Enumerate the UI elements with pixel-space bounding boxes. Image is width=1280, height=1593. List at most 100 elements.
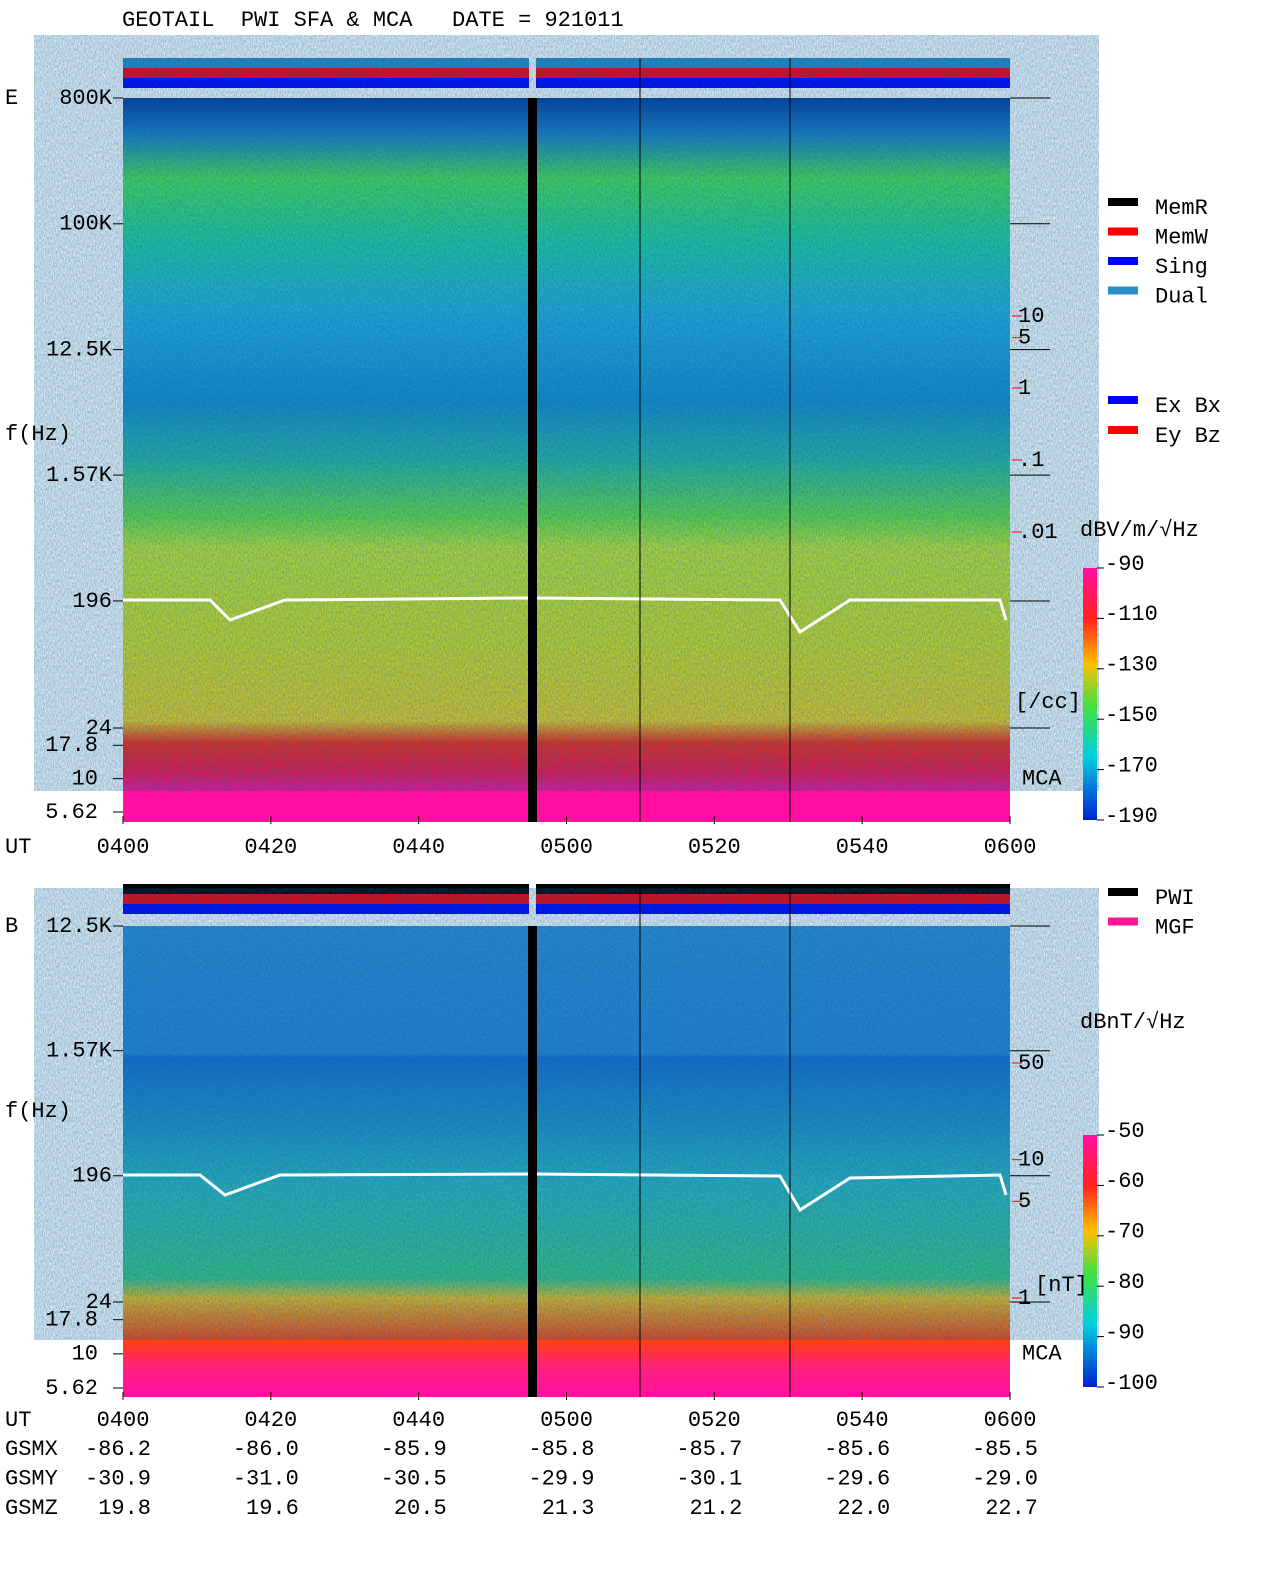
- colorbar: [1083, 1135, 1097, 1387]
- legend-label: Ey Bz: [1155, 424, 1221, 449]
- colorbar-label: dBnT/√Hz: [1080, 1010, 1186, 1035]
- status-gap: [529, 884, 536, 914]
- y-tick-label: 24: [86, 716, 112, 741]
- panel-label: B: [5, 914, 18, 939]
- colorbar-tick-label: -90: [1105, 552, 1145, 577]
- legend-label: MemW: [1155, 225, 1209, 250]
- orbit-value: -31.0: [233, 1466, 299, 1491]
- colorbar-tick-label: -190: [1105, 804, 1158, 829]
- data-gap: [528, 98, 537, 822]
- status-bar: [123, 904, 1010, 914]
- status-bar: [123, 68, 1010, 78]
- x-tick-label: 0440: [392, 835, 445, 860]
- legend-swatch: [1108, 198, 1138, 206]
- x-tick-label: 0500: [540, 835, 593, 860]
- density-tick-label: 1: [1018, 376, 1031, 401]
- density-tick-label: .01: [1018, 520, 1058, 545]
- orbit-value: -85.7: [676, 1437, 742, 1462]
- y-tick-label: 10: [72, 766, 98, 791]
- legend-swatch: [1108, 917, 1138, 926]
- density-tick-label: 10: [1018, 304, 1044, 329]
- x-tick-label: 0540: [836, 1408, 889, 1433]
- y-tick-label: 1.57K: [46, 1039, 113, 1064]
- x-tick-label: 0520: [688, 835, 741, 860]
- density-tick-label: 10: [1018, 1147, 1044, 1172]
- cyclotron-line: [123, 596, 1008, 635]
- y-tick-label: 100K: [59, 212, 113, 237]
- colorbar-tick-label: -70: [1105, 1220, 1145, 1245]
- y-tick-label: 196: [72, 589, 112, 614]
- y-axis-label: f(Hz): [5, 1099, 71, 1124]
- orbit-value: -85.8: [528, 1437, 594, 1462]
- legend-swatch: [1108, 286, 1138, 295]
- x-tick-label: 0520: [688, 1408, 741, 1433]
- colorbar-tick-label: -100: [1105, 1371, 1158, 1396]
- legend-label: PWI: [1155, 886, 1195, 911]
- x-axis-label: UT: [5, 835, 31, 860]
- y-tick-label: 10: [72, 1342, 98, 1367]
- orbit-value: -85.6: [824, 1437, 890, 1462]
- legend-label: Ex Bx: [1155, 394, 1221, 419]
- orbit-value: -85.5: [972, 1437, 1038, 1462]
- y-tick-label: 1.57K: [46, 463, 113, 488]
- panel-label: E: [5, 86, 18, 111]
- spectrogram-texture: [123, 98, 1010, 728]
- status-gap: [529, 58, 536, 88]
- colorbar-tick-label: -170: [1105, 753, 1158, 778]
- colorbar-tick-label: -150: [1105, 703, 1158, 728]
- colorbar-label: dBV/m/√Hz: [1080, 518, 1199, 543]
- orbit-value: -85.9: [381, 1437, 447, 1462]
- x-axis-label: UT: [5, 1408, 31, 1433]
- orbit-value: 21.3: [542, 1496, 595, 1521]
- x-tick-label: 0400: [97, 835, 150, 860]
- colorbar-tick-label: -130: [1105, 653, 1158, 678]
- y-tick-label: 17.8: [45, 1308, 98, 1333]
- legend-swatch: [1108, 227, 1138, 236]
- colorbar: [1083, 568, 1097, 820]
- orbit-value: -30.9: [85, 1466, 151, 1491]
- y-tick-label: 196: [72, 1164, 112, 1189]
- y-tick-label: 12.5K: [46, 914, 113, 939]
- title: GEOTAIL PWI SFA & MCA DATE = 921011: [122, 8, 624, 33]
- density-tick-label: 5: [1018, 1189, 1031, 1214]
- status-bar: [123, 894, 1010, 904]
- legend-swatch: [1108, 396, 1138, 404]
- y-tick-label: 17.8: [45, 733, 98, 758]
- mca-label: MCA: [1022, 1342, 1062, 1367]
- legend-swatch: [1108, 257, 1138, 265]
- y-tick-label: 12.5K: [46, 337, 113, 362]
- density-tick-label: 1: [1018, 1286, 1031, 1311]
- mca-label: MCA: [1022, 766, 1062, 791]
- legend-label: Sing: [1155, 255, 1208, 280]
- x-tick-label: 0420: [244, 835, 297, 860]
- density-unit: [nT]: [1035, 1273, 1088, 1298]
- orbit-value: 19.8: [98, 1496, 151, 1521]
- x-tick-label: 0440: [392, 1408, 445, 1433]
- density-tick-label: 50: [1018, 1051, 1044, 1076]
- status-bar: [123, 884, 1010, 894]
- y-tick-label: 24: [86, 1290, 112, 1315]
- x-tick-label: 0540: [836, 835, 889, 860]
- spectrogram-texture: [123, 926, 1010, 1302]
- orbit-value: -86.0: [233, 1437, 299, 1462]
- orbit-value: 21.2: [690, 1496, 743, 1521]
- colorbar-tick-label: -110: [1105, 602, 1158, 627]
- x-tick-label: 0600: [984, 835, 1037, 860]
- orbit-value: -29.0: [972, 1466, 1038, 1491]
- y-tick-label: 5.62: [45, 800, 98, 825]
- x-tick-label: 0420: [244, 1408, 297, 1433]
- legend-swatch: [1108, 888, 1138, 896]
- orbit-value: -30.5: [381, 1466, 447, 1491]
- x-tick-label: 0500: [540, 1408, 593, 1433]
- colorbar-tick-label: -80: [1105, 1270, 1145, 1295]
- cyclotron-line: [123, 1172, 1008, 1213]
- x-tick-label: 0600: [984, 1408, 1037, 1433]
- orbit-row-label: GSMZ: [5, 1496, 58, 1521]
- legend-label: MGF: [1155, 915, 1195, 940]
- orbit-value: 22.7: [985, 1496, 1038, 1521]
- orbit-row-label: GSMY: [5, 1466, 58, 1491]
- orbit-row-label: GSMX: [5, 1437, 58, 1462]
- density-tick-label: 5: [1018, 325, 1031, 350]
- status-bar: [123, 78, 1010, 88]
- orbit-value: -29.6: [824, 1466, 890, 1491]
